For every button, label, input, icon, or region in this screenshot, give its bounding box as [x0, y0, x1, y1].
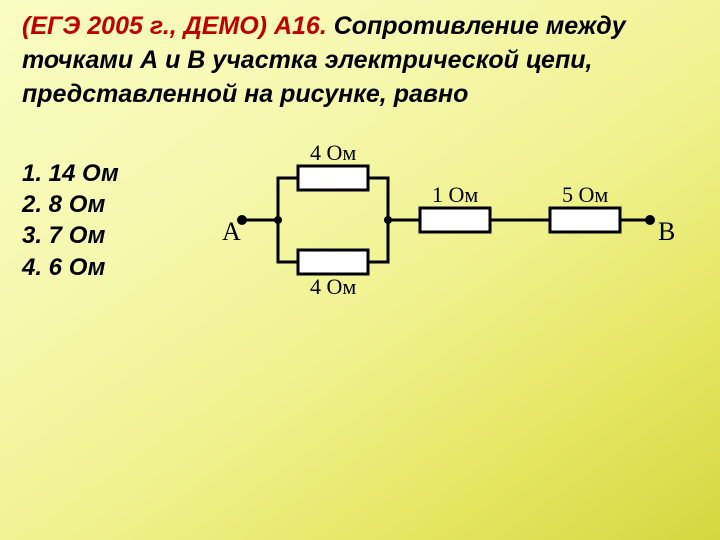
label-r-bottom: 4 Ом — [310, 274, 356, 299]
resistor-r1 — [420, 208, 490, 232]
node-j2 — [384, 216, 392, 224]
wire — [278, 178, 298, 220]
resistor-top — [298, 166, 368, 190]
label-r-top: 4 Ом — [310, 140, 356, 165]
answer-option-3: 3. 7 Ом — [22, 220, 119, 251]
resistor-r2 — [550, 208, 620, 232]
label-b: B — [658, 217, 675, 246]
circuit-svg: A B 4 Ом 4 Ом 1 Ом 5 Ом — [220, 140, 680, 300]
node-j1 — [274, 216, 282, 224]
wire — [368, 178, 388, 220]
circuit-diagram: A B 4 Ом 4 Ом 1 Ом 5 Ом — [220, 140, 680, 300]
label-r1: 1 Ом — [432, 182, 478, 207]
question-block: (ЕГЭ 2005 г., ДЕМО) А16. Сопротивление м… — [0, 0, 720, 111]
answer-option-1: 1. 14 Ом — [22, 158, 119, 189]
label-r2: 5 Ом — [562, 182, 608, 207]
answer-list: 1. 14 Ом 2. 8 Ом 3. 7 Ом 4. 6 Ом — [22, 158, 119, 283]
answer-option-4: 4. 6 Ом — [22, 252, 119, 283]
wire — [368, 220, 388, 262]
question-source: (ЕГЭ 2005 г., ДЕМО) А16 — [22, 12, 320, 40]
node-b — [645, 215, 655, 225]
label-a: A — [222, 217, 241, 246]
question-period: . — [320, 12, 327, 40]
wire — [278, 220, 298, 262]
resistor-bottom — [298, 250, 368, 274]
answer-option-2: 2. 8 Ом — [22, 189, 119, 220]
